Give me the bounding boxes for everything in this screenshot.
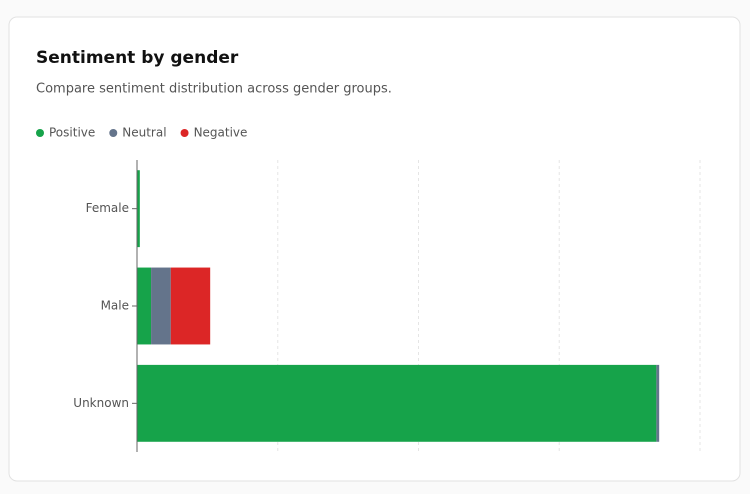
bar-segment bbox=[137, 170, 140, 248]
legend-label: Negative bbox=[194, 126, 248, 140]
bar-segment bbox=[170, 267, 211, 345]
y-tick-label: Female bbox=[86, 201, 129, 215]
chart-subtitle: Compare sentiment distribution across ge… bbox=[36, 82, 392, 97]
bar-segment bbox=[137, 364, 657, 442]
chart-title: Sentiment by gender bbox=[36, 48, 239, 68]
y-tick-label: Male bbox=[101, 299, 129, 313]
bar-segment bbox=[151, 267, 171, 345]
legend-dot bbox=[36, 129, 44, 137]
legend: Positive Neutral Negative bbox=[36, 126, 247, 140]
y-tick-label: Unknown bbox=[73, 396, 129, 410]
legend-dot bbox=[180, 129, 189, 137]
bar-segment bbox=[656, 364, 660, 442]
legend-label: Positive bbox=[49, 126, 95, 140]
legend-label: Neutral bbox=[122, 126, 166, 140]
plot: Female Male Unknown bbox=[73, 160, 701, 452]
bar-segment bbox=[137, 267, 152, 345]
legend-dot bbox=[109, 129, 118, 137]
